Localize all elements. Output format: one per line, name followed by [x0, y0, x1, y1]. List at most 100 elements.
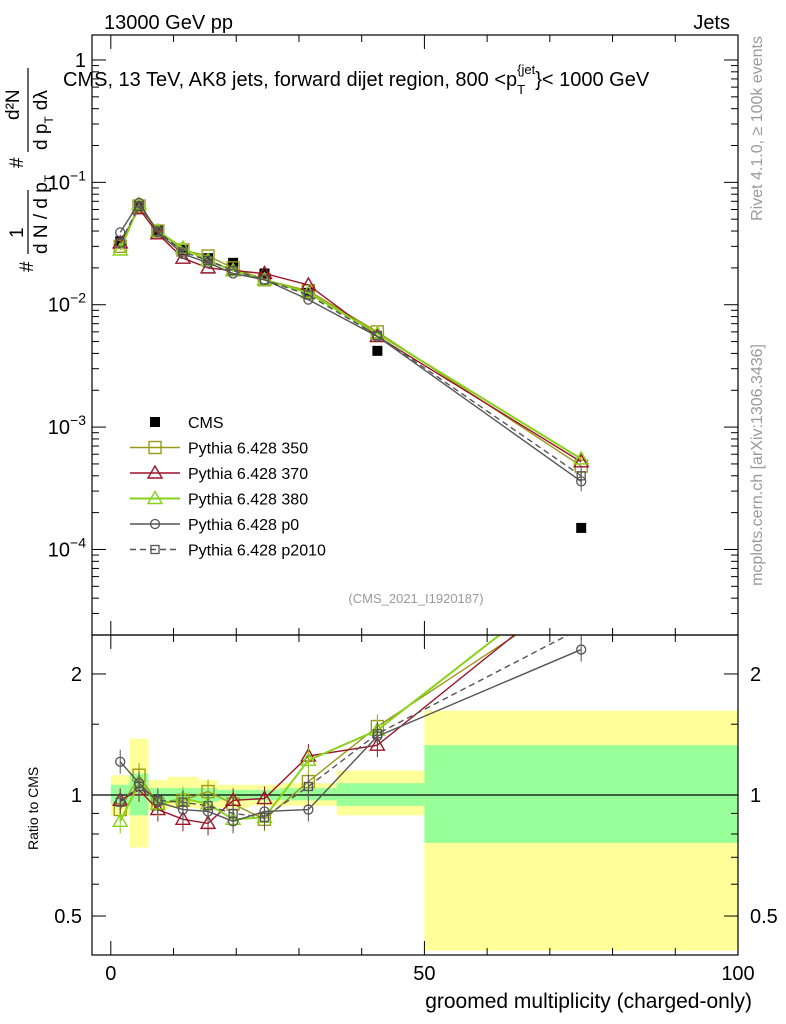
ratio-point-p2010: [303, 781, 314, 792]
title-before: CMS, 13 TeV, AK8 jets, forward dijet reg…: [63, 69, 517, 91]
series-line-p2010: [119, 204, 582, 477]
ylabel-dN: d N / d p: [31, 182, 52, 254]
ratio-point-p0: [576, 644, 587, 655]
legend-marker-p380: [146, 490, 164, 505]
point-p2010: [178, 247, 188, 257]
ratio-point-p0: [303, 804, 314, 815]
ratio-line-p350: [119, 635, 518, 821]
ratio-point-p2010: [228, 808, 238, 819]
ratio-point-p380: [574, 564, 588, 576]
main-ytick-label: 10−1: [48, 167, 86, 194]
svg-text:d²N: d²N: [3, 89, 24, 120]
legend-label-CMS: CMS: [188, 415, 224, 432]
ratio-point-p2010: [203, 801, 213, 811]
point-p2010: [259, 275, 270, 285]
svg-text:d pTdλ: d pTdλ: [31, 90, 56, 150]
svg-text:#: #: [7, 157, 28, 168]
point-p2010: [153, 226, 163, 236]
ratio-ylabel: Ratio to CMS: [25, 767, 41, 850]
point-p2010: [303, 290, 314, 300]
legend-marker-p0: [149, 518, 161, 530]
ratio-ytick-label-right: 1: [750, 785, 761, 807]
ylabel-hash2: #: [7, 157, 28, 168]
title-sup: {jet: [517, 62, 535, 77]
title-after: }< 1000 GeV: [535, 69, 650, 91]
ratio-xtick-label: 50: [413, 963, 435, 985]
ratio-xtick-label: 100: [721, 963, 754, 985]
rivet-label: Rivet 4.1.0, ≥ 100k events: [749, 36, 766, 221]
main-title: CMS, 13 TeV, AK8 jets, forward dijet reg…: [63, 62, 650, 97]
ratio-point-p2010: [115, 797, 125, 807]
ratio-point-p2010: [178, 797, 188, 807]
header-left: 13000 GeV pp: [104, 12, 233, 34]
legend-marker-p350: [148, 440, 162, 455]
point-p2010: [228, 265, 238, 276]
ratio-point-p2010: [153, 795, 163, 805]
point-p380: [572, 450, 590, 465]
main-ytick-label: 10−3: [48, 412, 86, 439]
legend-marker-CMS: [150, 417, 160, 427]
ratio-band-inner: [424, 745, 738, 843]
ratio-point-p2010: [577, 624, 585, 632]
ratio-point-p370: [574, 574, 588, 586]
svg-text:#: #: [17, 261, 38, 272]
ratio-point-p350: [575, 586, 587, 598]
svg-text:1: 1: [7, 227, 28, 238]
main-ytick-label: 1: [75, 50, 86, 72]
ratio-ytick-label-right: 2: [750, 664, 761, 686]
point-p370: [199, 259, 217, 274]
ratio-point-p370: [199, 814, 217, 830]
ratio-ytick-label: 1: [71, 785, 82, 807]
ratio-point-p2010: [372, 729, 383, 739]
point-p380: [112, 241, 129, 256]
analysis-id: (CMS_2021_I1920187): [348, 591, 483, 606]
legend-label-p2010: Pythia 6.428 p2010: [188, 543, 326, 560]
legend-label-p370: Pythia 6.428 370: [188, 466, 308, 483]
point-p370: [300, 276, 317, 291]
point-p2010: [372, 330, 383, 341]
point-p370: [256, 265, 273, 280]
legend-label-p350: Pythia 6.428 350: [188, 441, 308, 458]
ylabel-hash1: #: [17, 261, 38, 272]
ylabel-den: d p: [31, 124, 52, 150]
ratio-point-p2010: [259, 812, 270, 822]
ratio-point-p380: [300, 751, 317, 766]
legend-marker-p370: [146, 464, 164, 479]
ratio-ytick-label: 0.5: [54, 906, 82, 928]
ylabel-num: d²N: [3, 89, 24, 120]
point-p2010: [203, 255, 213, 266]
point-CMS: [115, 236, 126, 247]
ratio-xtick-label: 0: [105, 963, 116, 985]
ratio-ytick-label: 2: [71, 664, 82, 686]
point-p2010: [134, 201, 144, 211]
point-p350: [132, 199, 146, 213]
legend-label-p380: Pythia 6.428 380: [188, 492, 308, 509]
ratio-point-p380: [112, 812, 129, 828]
point-p0: [115, 227, 126, 238]
ratio-series-group: [112, 564, 588, 836]
title-sub: T: [517, 82, 525, 97]
svg-text:d N / d pT: d N / d pT: [31, 174, 56, 254]
legend: CMS Pythia 6.428 350 Pythia 6.428 370 Pythi…: [130, 415, 326, 560]
ylabel-dlambda: dλ: [31, 90, 52, 111]
point-CMS: [576, 522, 587, 533]
ratio-point-p2010: [134, 781, 144, 792]
legend-marker-p2010: [150, 544, 160, 555]
mcplots-label: mcplots.cern.ch [arXiv:1306.3436]: [749, 344, 766, 586]
point-CMS: [372, 345, 383, 356]
legend-label-p0: Pythia 6.428 p0: [188, 517, 299, 534]
series-line-p0: [119, 201, 582, 482]
ratio-point-p370: [369, 736, 386, 751]
ratio-point-p0: [115, 756, 126, 767]
x-axis-label: groomed multiplicity (charged-only): [425, 990, 752, 1013]
ratio-ytick-label-right: 0.5: [750, 906, 778, 928]
ratio-line-p2010: [119, 635, 570, 819]
main-ytick-label: 10−4: [48, 534, 86, 561]
header-right: Jets: [693, 12, 730, 34]
point-p2010: [115, 238, 125, 248]
main-ytick-label: 10−2: [48, 290, 86, 317]
ylabel-one: 1: [7, 227, 28, 238]
main-ylabel: # 1 d N / d pT # d²N d pTdλ: [3, 68, 56, 272]
ylabel-T: T: [42, 174, 56, 182]
